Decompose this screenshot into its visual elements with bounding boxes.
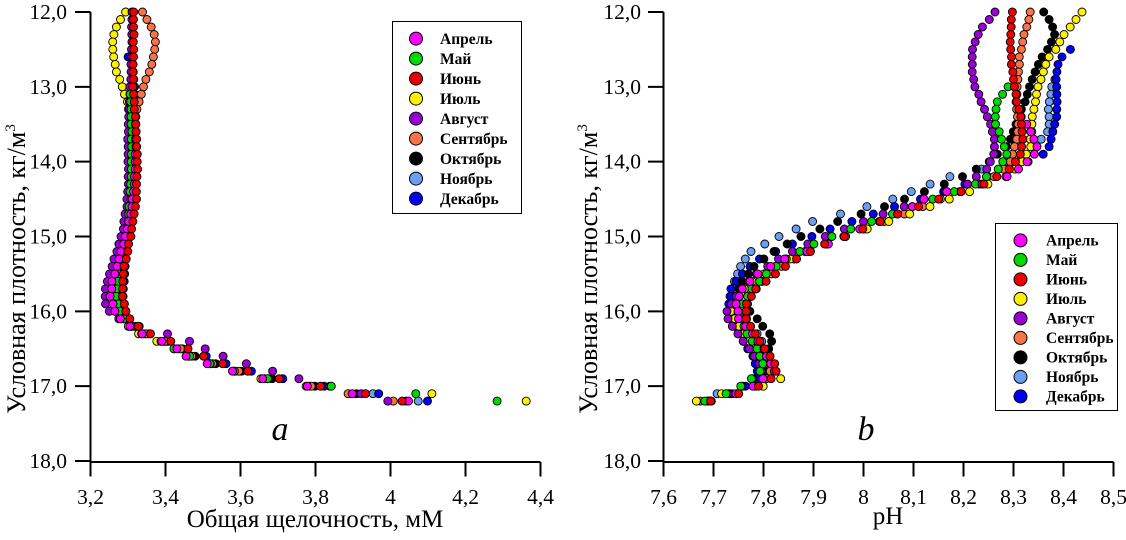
svg-text:13,0: 13,0 — [29, 75, 67, 99]
svg-text:8: 8 — [858, 485, 869, 509]
svg-text:4,4: 4,4 — [527, 485, 554, 509]
svg-text:3,8: 3,8 — [302, 485, 329, 509]
svg-text:7,8: 7,8 — [750, 485, 777, 509]
svg-text:Май: Май — [440, 51, 471, 68]
svg-text:18,0: 18,0 — [603, 449, 641, 473]
svg-text:Сентябрь: Сентябрь — [440, 131, 508, 148]
svg-text:3,4: 3,4 — [152, 485, 179, 509]
svg-text:Октябрь: Октябрь — [1046, 350, 1107, 367]
svg-text:8,5: 8,5 — [1100, 485, 1126, 509]
svg-text:Июль: Июль — [1046, 291, 1086, 308]
svg-text:Апрель: Апрель — [1046, 233, 1099, 250]
svg-text:Общая щелочность, мМ: Общая щелочность, мМ — [187, 506, 444, 533]
svg-text:Условная плотность, кг/м3: Условная плотность, кг/м3 — [574, 124, 603, 414]
svg-text:7,7: 7,7 — [700, 485, 727, 509]
svg-text:4: 4 — [385, 485, 396, 509]
svg-text:17,0: 17,0 — [29, 374, 67, 398]
svg-text:8,1: 8,1 — [900, 485, 927, 509]
svg-text:7,6: 7,6 — [650, 485, 677, 509]
svg-text:Ноябрь: Ноябрь — [1046, 369, 1098, 386]
svg-text:Июнь: Июнь — [440, 71, 481, 88]
svg-text:16,0: 16,0 — [603, 299, 641, 323]
svg-text:Август: Август — [1046, 311, 1095, 328]
svg-text:15,0: 15,0 — [29, 225, 67, 249]
svg-text:17,0: 17,0 — [603, 374, 641, 398]
svg-text:16,0: 16,0 — [29, 299, 67, 323]
svg-text:a: a — [272, 411, 289, 448]
svg-text:13,0: 13,0 — [603, 75, 641, 99]
svg-text:b: b — [858, 411, 875, 448]
svg-text:Сентябрь: Сентябрь — [1046, 330, 1114, 347]
svg-text:pH: pH — [873, 503, 904, 530]
svg-text:Декабрь: Декабрь — [440, 191, 499, 208]
svg-text:3,2: 3,2 — [77, 485, 104, 509]
svg-text:18,0: 18,0 — [29, 449, 67, 473]
svg-text:Август: Август — [440, 111, 489, 128]
svg-text:Апрель: Апрель — [440, 31, 493, 48]
svg-text:Июль: Июль — [440, 91, 480, 108]
svg-text:14,0: 14,0 — [29, 150, 67, 174]
svg-text:8,3: 8,3 — [1000, 485, 1027, 509]
svg-text:8,2: 8,2 — [950, 485, 977, 509]
svg-text:Май: Май — [1046, 252, 1077, 269]
svg-text:Ноябрь: Ноябрь — [440, 171, 492, 188]
svg-text:7,9: 7,9 — [800, 485, 827, 509]
svg-text:Условная плотность, кг/м3: Условная плотность, кг/м3 — [2, 124, 31, 414]
svg-text:Июнь: Июнь — [1046, 272, 1087, 289]
svg-text:15,0: 15,0 — [603, 225, 641, 249]
svg-text:8,4: 8,4 — [1050, 485, 1077, 509]
svg-text:Октябрь: Октябрь — [440, 151, 501, 168]
svg-text:4,2: 4,2 — [452, 485, 479, 509]
svg-text:Декабрь: Декабрь — [1046, 389, 1105, 406]
svg-text:12,0: 12,0 — [29, 0, 67, 24]
svg-text:3,6: 3,6 — [227, 485, 254, 509]
svg-text:14,0: 14,0 — [603, 150, 641, 174]
svg-text:12,0: 12,0 — [603, 0, 641, 24]
